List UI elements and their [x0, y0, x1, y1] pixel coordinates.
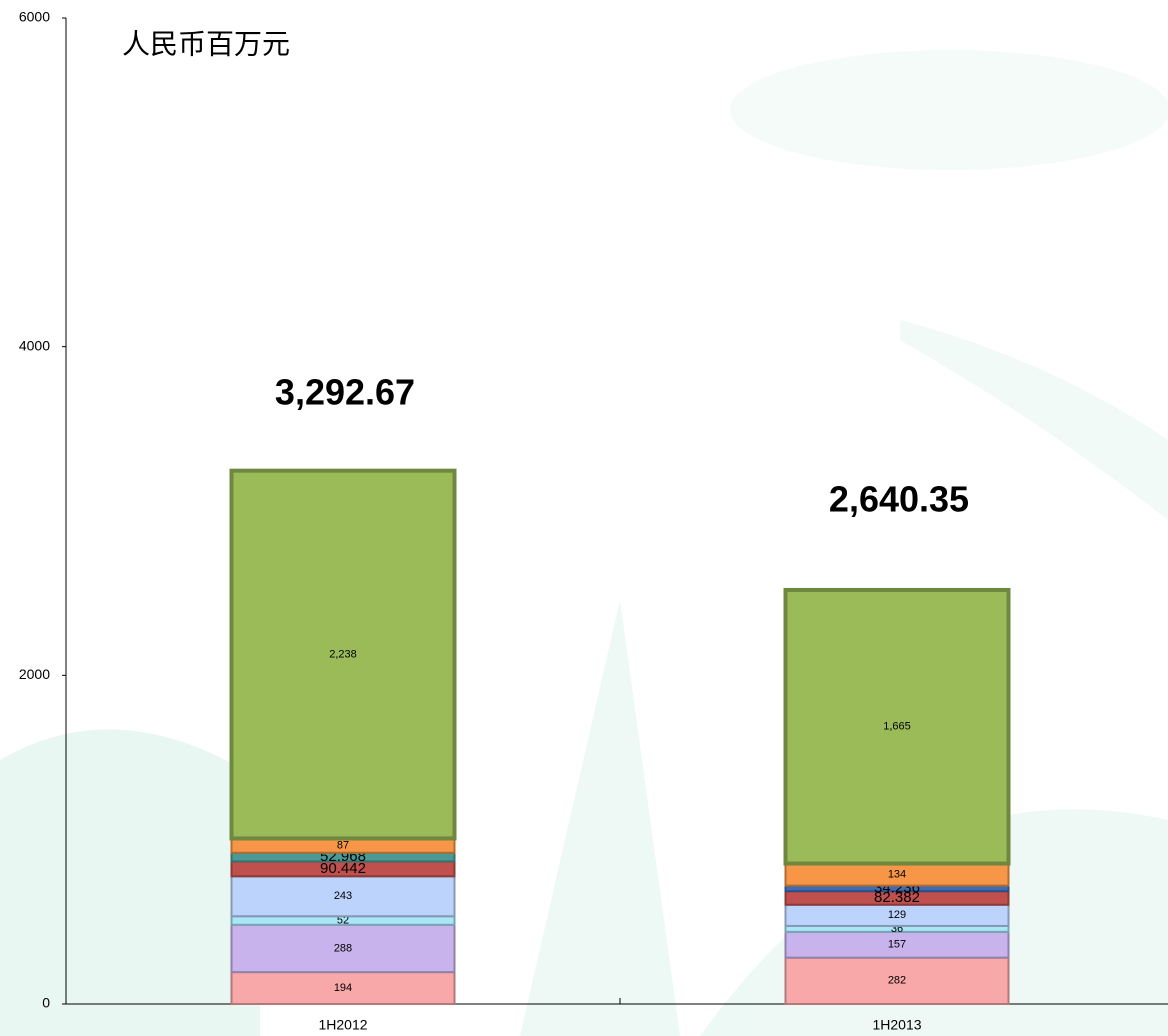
y-tick-label: 0	[42, 995, 50, 1011]
total-label: 2,640.35	[829, 479, 969, 520]
y-tick-label: 6000	[19, 9, 50, 25]
data-label: 2,238	[329, 648, 357, 660]
data-label: 243	[334, 890, 352, 902]
data-label: 157	[888, 939, 906, 951]
x-tick-label: 1H2012	[318, 1017, 367, 1033]
data-label: 282	[888, 975, 906, 987]
total-label: 3,292.67	[275, 371, 415, 412]
y-tick-label: 2000	[19, 666, 50, 682]
data-label: 129	[888, 909, 906, 921]
data-label: 87	[337, 840, 349, 852]
data-label: 134	[888, 868, 906, 880]
data-label: 288	[334, 942, 352, 954]
chart: 人民币百万元 02000400060001H20121942885224390.…	[0, 0, 1168, 1036]
y-tick-label: 4000	[19, 337, 50, 353]
data-label: 1,665	[883, 721, 911, 733]
data-label: 194	[334, 982, 352, 994]
x-tick-label: 1H2013	[872, 1017, 921, 1033]
unit-label: 人民币百万元	[122, 28, 290, 61]
